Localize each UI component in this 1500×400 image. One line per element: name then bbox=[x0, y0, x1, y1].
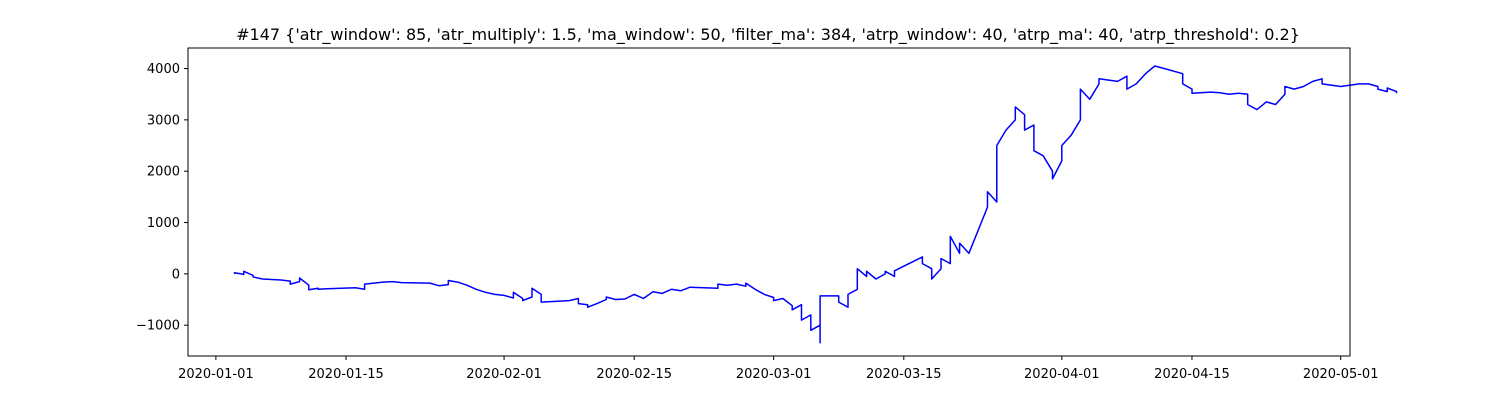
series-layer bbox=[233, 65, 1398, 344]
axes: 2020-01-01 2020-01-15 2020-02-01 2020-02-15… bbox=[136, 62, 1378, 382]
plot-frame bbox=[187, 47, 1351, 357]
y-tick-label: 0 bbox=[172, 267, 180, 282]
x-tick-label: 2020-02-15 bbox=[596, 367, 672, 382]
x-tick-label: 2020-01-01 bbox=[178, 367, 254, 382]
y-tick-label: 2000 bbox=[147, 165, 180, 180]
y-tick-label: 3000 bbox=[147, 113, 180, 128]
series-line-0 bbox=[233, 65, 1398, 344]
x-tick-label: 2020-03-15 bbox=[866, 367, 942, 382]
x-tick-label: 2020-02-01 bbox=[466, 367, 542, 382]
y-tick-label: −1000 bbox=[136, 319, 180, 334]
x-tick-label: 2020-04-01 bbox=[1024, 367, 1100, 382]
y-tick-label: 1000 bbox=[147, 216, 180, 231]
x-tick-label: 2020-01-15 bbox=[308, 367, 384, 382]
y-tick-label: 4000 bbox=[147, 62, 180, 77]
x-tick-label: 2020-03-01 bbox=[736, 367, 812, 382]
x-tick-label: 2020-04-15 bbox=[1154, 367, 1230, 382]
chart-title: #147 {'atr_window': 85, 'atr_multiply': … bbox=[236, 25, 1300, 45]
x-tick-label: 2020-05-01 bbox=[1303, 367, 1379, 382]
